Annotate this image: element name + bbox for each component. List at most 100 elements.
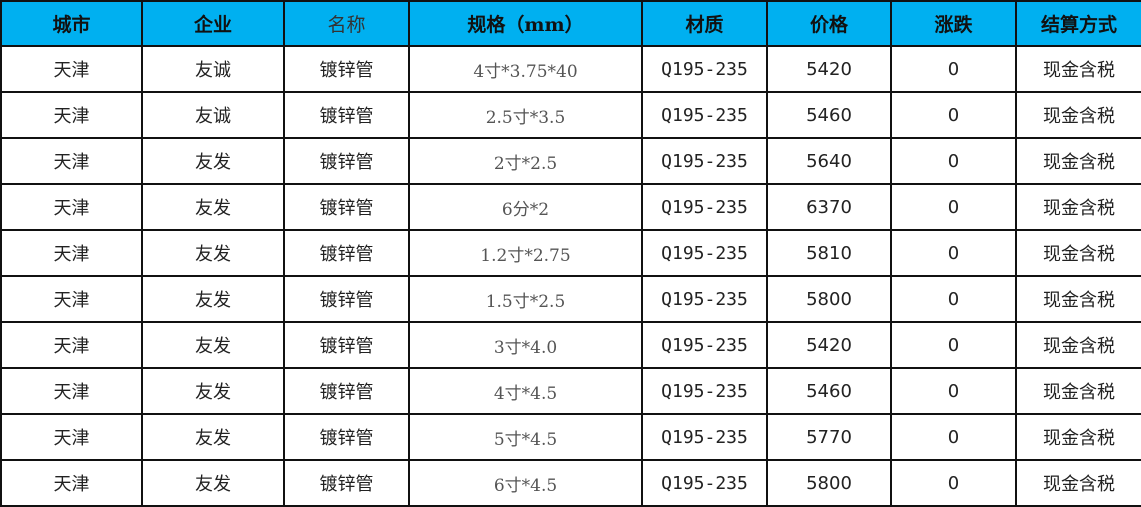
- cell-price: 5800: [766, 459, 892, 507]
- column-header-material: 材质: [641, 0, 768, 47]
- cell-spec: 5寸*4.5: [408, 413, 643, 461]
- cell-name: 镀锌管: [283, 183, 410, 231]
- cell-settlement: 现金含税: [1015, 413, 1141, 461]
- cell-spec: 4寸*4.5: [408, 367, 643, 415]
- cell-spec: 6寸*4.5: [408, 459, 643, 507]
- column-header-company: 企业: [141, 0, 285, 47]
- cell-settlement: 现金含税: [1015, 91, 1141, 139]
- cell-spec: 2寸*2.5: [408, 137, 643, 185]
- cell-spec: 4寸*3.75*40: [408, 45, 643, 93]
- cell-change: 0: [890, 413, 1017, 461]
- column-header-spec: 规格（mm）: [408, 0, 643, 47]
- cell-change: 0: [890, 183, 1017, 231]
- column-header-name: 名称: [283, 0, 410, 47]
- table-row: 天津 友发 镀锌管 6寸*4.5 Q195-235 5800 0 现金含税: [0, 459, 1141, 507]
- cell-settlement: 现金含税: [1015, 321, 1141, 369]
- cell-settlement: 现金含税: [1015, 45, 1141, 93]
- cell-spec: 1.2寸*2.75: [408, 229, 643, 277]
- table-row: 天津 友发 镀锌管 3寸*4.0 Q195-235 5420 0 现金含税: [0, 321, 1141, 369]
- cell-settlement: 现金含税: [1015, 183, 1141, 231]
- cell-name: 镀锌管: [283, 45, 410, 93]
- cell-settlement: 现金含税: [1015, 229, 1141, 277]
- cell-settlement: 现金含税: [1015, 137, 1141, 185]
- cell-material: Q195-235: [641, 137, 768, 185]
- cell-city: 天津: [0, 367, 143, 415]
- cell-change: 0: [890, 137, 1017, 185]
- table-row: 天津 友诚 镀锌管 2.5寸*3.5 Q195-235 5460 0 现金含税: [0, 91, 1141, 139]
- cell-settlement: 现金含税: [1015, 367, 1141, 415]
- table-row: 天津 友发 镀锌管 4寸*4.5 Q195-235 5460 0 现金含税: [0, 367, 1141, 415]
- cell-company: 友发: [141, 321, 285, 369]
- cell-company: 友发: [141, 459, 285, 507]
- cell-name: 镀锌管: [283, 275, 410, 323]
- cell-settlement: 现金含税: [1015, 459, 1141, 507]
- cell-change: 0: [890, 459, 1017, 507]
- cell-company: 友诚: [141, 45, 285, 93]
- cell-material: Q195-235: [641, 275, 768, 323]
- cell-name: 镀锌管: [283, 367, 410, 415]
- table-row: 天津 友诚 镀锌管 4寸*3.75*40 Q195-235 5420 0 现金含税: [0, 45, 1141, 93]
- cell-material: Q195-235: [641, 321, 768, 369]
- cell-city: 天津: [0, 321, 143, 369]
- cell-settlement: 现金含税: [1015, 275, 1141, 323]
- cell-change: 0: [890, 275, 1017, 323]
- cell-spec: 6分*2: [408, 183, 643, 231]
- column-header-settlement: 结算方式: [1015, 0, 1141, 47]
- cell-company: 友发: [141, 229, 285, 277]
- cell-company: 友发: [141, 275, 285, 323]
- cell-company: 友诚: [141, 91, 285, 139]
- cell-price: 5770: [766, 413, 892, 461]
- cell-city: 天津: [0, 229, 143, 277]
- cell-price: 6370: [766, 183, 892, 231]
- cell-price: 5810: [766, 229, 892, 277]
- cell-company: 友发: [141, 183, 285, 231]
- cell-change: 0: [890, 321, 1017, 369]
- cell-price: 5420: [766, 321, 892, 369]
- cell-material: Q195-235: [641, 45, 768, 93]
- cell-name: 镀锌管: [283, 137, 410, 185]
- cell-material: Q195-235: [641, 183, 768, 231]
- cell-price: 5420: [766, 45, 892, 93]
- cell-city: 天津: [0, 45, 143, 93]
- cell-spec: 1.5寸*2.5: [408, 275, 643, 323]
- table-row: 天津 友发 镀锌管 1.5寸*2.5 Q195-235 5800 0 现金含税: [0, 275, 1141, 323]
- cell-city: 天津: [0, 275, 143, 323]
- cell-city: 天津: [0, 459, 143, 507]
- cell-price: 5460: [766, 367, 892, 415]
- cell-change: 0: [890, 91, 1017, 139]
- cell-change: 0: [890, 367, 1017, 415]
- column-header-change: 涨跌: [890, 0, 1017, 47]
- cell-price: 5800: [766, 275, 892, 323]
- cell-name: 镀锌管: [283, 459, 410, 507]
- cell-company: 友发: [141, 367, 285, 415]
- cell-city: 天津: [0, 91, 143, 139]
- table-row: 天津 友发 镀锌管 6分*2 Q195-235 6370 0 现金含税: [0, 183, 1141, 231]
- cell-material: Q195-235: [641, 229, 768, 277]
- cell-city: 天津: [0, 137, 143, 185]
- cell-change: 0: [890, 229, 1017, 277]
- cell-spec: 2.5寸*3.5: [408, 91, 643, 139]
- cell-change: 0: [890, 45, 1017, 93]
- table-row: 天津 友发 镀锌管 5寸*4.5 Q195-235 5770 0 现金含税: [0, 413, 1141, 461]
- cell-city: 天津: [0, 413, 143, 461]
- cell-material: Q195-235: [641, 459, 768, 507]
- cell-name: 镀锌管: [283, 229, 410, 277]
- cell-city: 天津: [0, 183, 143, 231]
- cell-name: 镀锌管: [283, 321, 410, 369]
- column-header-price: 价格: [766, 0, 892, 47]
- table-row: 天津 友发 镀锌管 1.2寸*2.75 Q195-235 5810 0 现金含税: [0, 229, 1141, 277]
- cell-material: Q195-235: [641, 367, 768, 415]
- cell-name: 镀锌管: [283, 91, 410, 139]
- column-header-city: 城市: [0, 0, 143, 47]
- cell-price: 5640: [766, 137, 892, 185]
- cell-price: 5460: [766, 91, 892, 139]
- table-row: 天津 友发 镀锌管 2寸*2.5 Q195-235 5640 0 现金含税: [0, 137, 1141, 185]
- cell-company: 友发: [141, 413, 285, 461]
- cell-material: Q195-235: [641, 91, 768, 139]
- cell-name: 镀锌管: [283, 413, 410, 461]
- header-row: 城市 企业 名称 规格（mm） 材质 价格 涨跌 结算方式: [0, 0, 1141, 47]
- cell-spec: 3寸*4.0: [408, 321, 643, 369]
- cell-company: 友发: [141, 137, 285, 185]
- cell-material: Q195-235: [641, 413, 768, 461]
